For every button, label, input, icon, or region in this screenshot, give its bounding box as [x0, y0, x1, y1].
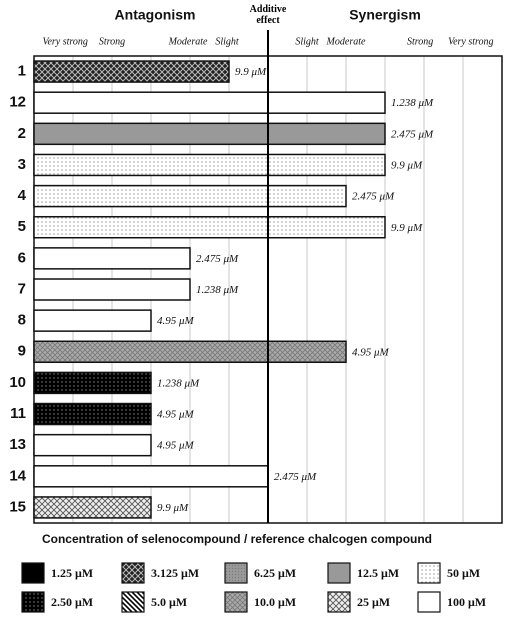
- legend-swatch: [417, 562, 441, 584]
- category-label: 1: [18, 63, 26, 80]
- concentration-label: 4.95 μM: [157, 409, 195, 421]
- concentration-label: 1.238 μM: [391, 97, 434, 109]
- x-tick-label: Very strong: [448, 36, 493, 47]
- bar: [33, 153, 386, 177]
- category-label: 14: [9, 467, 26, 484]
- legend-swatch: [224, 591, 248, 613]
- legend-swatch: [327, 591, 351, 613]
- category-label: 9: [18, 343, 26, 360]
- legend-label: 2.50 μM: [51, 595, 93, 609]
- synergism-header: Synergism: [349, 7, 421, 23]
- x-tick-label: Slight: [215, 36, 239, 47]
- bar: [33, 91, 386, 114]
- category-label: 4: [18, 187, 27, 204]
- antagonism-header: Antagonism: [115, 7, 196, 23]
- category-label: 6: [18, 249, 26, 266]
- legend-swatch: [121, 591, 145, 613]
- concentration-label: 2.475 μM: [274, 471, 317, 483]
- category-label: 7: [18, 280, 26, 297]
- legend-swatch: [21, 562, 45, 584]
- bar: [33, 184, 347, 208]
- x-tick-label: Strong: [99, 36, 125, 47]
- legend-label: 5.0 μM: [151, 595, 187, 609]
- bar: [33, 247, 191, 270]
- legend-label: 1.25 μM: [51, 566, 93, 580]
- legend-label: 10.0 μM: [254, 595, 296, 609]
- category-label: 11: [10, 405, 26, 422]
- legend-label: 50 μM: [447, 566, 480, 580]
- legend-swatch: [224, 562, 248, 584]
- x-tick-label: Moderate: [326, 36, 366, 47]
- bar: [33, 371, 152, 395]
- x-tick-label: Moderate: [168, 36, 208, 47]
- legend-label: 25 μM: [357, 595, 390, 609]
- x-tick-label: Slight: [295, 36, 319, 47]
- category-label: 12: [9, 94, 26, 111]
- category-label: 2: [18, 125, 26, 142]
- bar: [33, 433, 152, 457]
- concentration-label: 9.9 μM: [391, 159, 423, 171]
- category-label: 5: [18, 218, 26, 235]
- bar: [33, 496, 152, 519]
- bar: [33, 215, 386, 239]
- concentration-label: 1.238 μM: [157, 377, 200, 389]
- concentration-label: 4.95 μM: [157, 440, 195, 452]
- concentration-label: 9.9 μM: [157, 502, 189, 514]
- concentration-label: 2.475 μM: [391, 128, 434, 140]
- category-label: 3: [18, 156, 26, 173]
- bar: [33, 60, 230, 83]
- legend-label: 100 μM: [447, 595, 486, 609]
- legend-swatch: [21, 591, 45, 613]
- legend-swatch: [121, 562, 145, 584]
- additive-header: Additive effect: [249, 4, 287, 26]
- bar: [33, 278, 191, 301]
- bar: [33, 309, 152, 332]
- concentration-label: 9.9 μM: [235, 66, 267, 78]
- concentration-label: 4.95 μM: [157, 315, 195, 327]
- legend-title: Concentration of selenocompound / refere…: [42, 532, 432, 546]
- legend-label: 12.5 μM: [357, 566, 399, 580]
- concentration-label: 4.95 μM: [352, 346, 390, 358]
- legend-swatch: [417, 591, 441, 613]
- legend-label: 3.125 μM: [151, 566, 199, 580]
- bar: [33, 465, 269, 488]
- concentration-label: 2.475 μM: [352, 191, 395, 203]
- concentration-label: 9.9 μM: [391, 222, 423, 234]
- category-label: 10: [9, 374, 26, 391]
- category-label: 13: [9, 436, 26, 453]
- category-label: 8: [18, 312, 26, 329]
- x-tick-label: Strong: [407, 36, 433, 47]
- concentration-label: 2.475 μM: [196, 253, 239, 265]
- bar: [33, 122, 386, 146]
- legend-swatch: [327, 562, 351, 584]
- x-tick-label: Very strong: [42, 36, 87, 47]
- bar: [33, 402, 152, 426]
- category-label: 15: [9, 498, 26, 515]
- bar: [33, 340, 347, 364]
- concentration-label: 1.238 μM: [196, 284, 239, 296]
- legend-label: 6.25 μM: [254, 566, 296, 580]
